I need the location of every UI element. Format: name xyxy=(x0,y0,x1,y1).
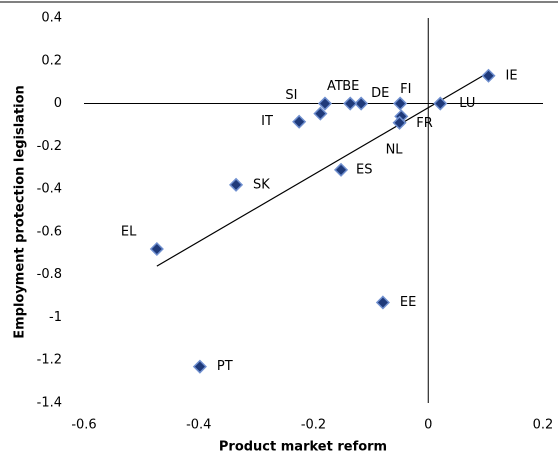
data-point xyxy=(481,68,496,83)
x-tick-label: 0 xyxy=(424,418,432,433)
y-tick-label: 0.4 xyxy=(41,11,62,26)
x-tick-label: -0.2 xyxy=(301,418,326,433)
data-point xyxy=(393,96,408,111)
y-tick-label: -1 xyxy=(49,310,62,325)
point-label: BE xyxy=(342,79,359,94)
data-point xyxy=(392,115,407,130)
point-label: IE xyxy=(505,68,517,83)
y-axis-label: Employment protection legislation xyxy=(13,85,28,339)
y-tick-label: -0.4 xyxy=(37,182,62,197)
point-label: FR xyxy=(416,116,433,131)
point-label: ES xyxy=(356,162,372,177)
x-tick-label: -0.6 xyxy=(71,418,96,433)
x-tick-label: -0.4 xyxy=(186,418,211,433)
data-point xyxy=(433,96,448,111)
y-tick-label: -0.8 xyxy=(37,267,62,282)
data-point xyxy=(313,106,328,121)
point-label: LU xyxy=(459,96,475,111)
point-label: IT xyxy=(261,114,273,129)
y-tick-label: -0.2 xyxy=(37,139,62,154)
data-point xyxy=(354,96,369,111)
x-tick-label: 0.2 xyxy=(533,418,554,433)
point-label: DE xyxy=(371,86,389,101)
data-point xyxy=(317,96,333,111)
point-label: EE xyxy=(400,295,416,310)
data-point xyxy=(192,359,207,374)
trend-line xyxy=(156,72,489,267)
x-axis-label: Product market reform xyxy=(219,440,387,455)
data-point xyxy=(149,241,164,257)
data-point xyxy=(333,162,349,177)
point-label: PT xyxy=(217,359,233,374)
data-point xyxy=(228,177,244,192)
point-label: EL xyxy=(121,225,137,240)
y-tick-label: 0.2 xyxy=(41,53,62,68)
y-tick-label: -0.6 xyxy=(37,224,62,239)
data-point xyxy=(292,114,307,129)
data-point xyxy=(343,96,358,111)
point-label: NL xyxy=(386,142,404,157)
y-tick-label: 0 xyxy=(54,96,62,111)
point-label: SK xyxy=(253,177,270,192)
point-label: FI xyxy=(400,82,411,97)
y-tick-label: -1.2 xyxy=(37,353,62,368)
point-label: AT xyxy=(327,79,343,94)
point-label: SI xyxy=(285,88,297,103)
y-tick-label: -1.4 xyxy=(37,396,62,411)
data-point xyxy=(375,295,390,310)
